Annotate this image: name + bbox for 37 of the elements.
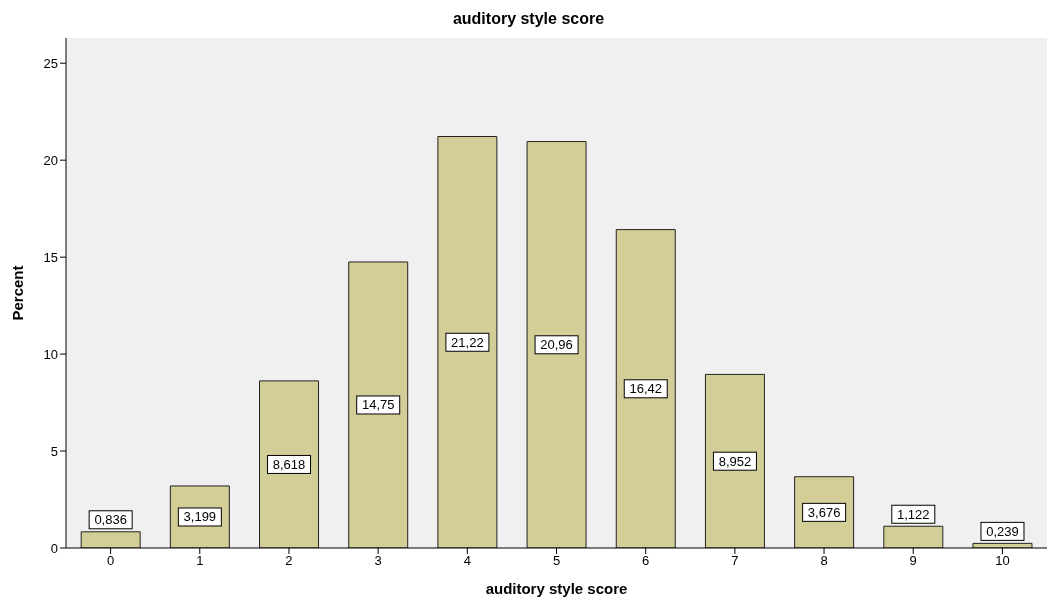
x-tick-label: 5 bbox=[552, 553, 561, 569]
x-tick-label: 9 bbox=[909, 553, 917, 569]
y-tick-label: 0 bbox=[50, 540, 58, 556]
x-tick-label: 6 bbox=[642, 553, 650, 569]
data-label: 14,75 bbox=[361, 397, 395, 413]
x-axis-title: auditory style score bbox=[485, 580, 628, 597]
x-tick-label: 7 bbox=[731, 553, 739, 569]
y-tick-label: 20 bbox=[43, 152, 58, 168]
x-tick-label: 2 bbox=[285, 553, 293, 569]
y-axis-title: Percent bbox=[9, 265, 27, 321]
y-tick-label: 15 bbox=[43, 249, 58, 265]
chart-title: auditory style score bbox=[451, 9, 606, 29]
x-tick-label: 0 bbox=[106, 553, 115, 569]
data-label: 0,836 bbox=[94, 512, 127, 528]
y-tick-label: 10 bbox=[43, 346, 58, 362]
data-label: 8,618 bbox=[272, 456, 306, 472]
data-label: 8,952 bbox=[718, 453, 752, 469]
data-label: 3,676 bbox=[807, 504, 841, 520]
bar bbox=[615, 229, 676, 548]
y-tick-label: 5 bbox=[50, 443, 58, 459]
data-label: 16,42 bbox=[629, 381, 663, 397]
x-tick-label: 10 bbox=[995, 553, 1010, 569]
bar bbox=[259, 380, 320, 548]
x-tick-label: 3 bbox=[374, 553, 382, 569]
bar bbox=[437, 136, 498, 548]
bar bbox=[526, 141, 587, 548]
data-label: 3,199 bbox=[183, 509, 217, 525]
y-tick-label: 25 bbox=[43, 55, 58, 71]
bar bbox=[348, 261, 409, 548]
x-tick-label: 4 bbox=[463, 553, 471, 569]
x-tick-label: 8 bbox=[820, 553, 828, 569]
data-label: 20,96 bbox=[540, 337, 573, 353]
x-tick-label: 1 bbox=[196, 553, 204, 569]
bar bbox=[704, 373, 765, 548]
data-label: 21,22 bbox=[451, 334, 484, 350]
data-label: 1,122 bbox=[897, 506, 930, 522]
data-label: 0,239 bbox=[986, 523, 1019, 539]
